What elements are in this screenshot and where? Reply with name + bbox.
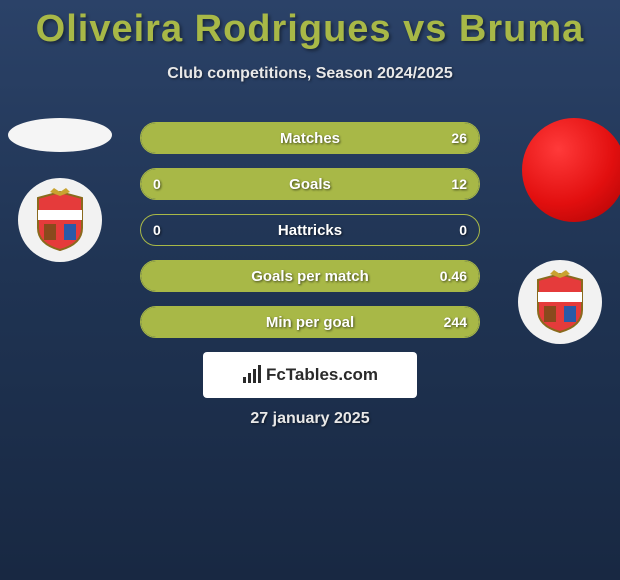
stat-label: Matches: [280, 130, 340, 147]
stat-value-right: 0.46: [440, 268, 467, 284]
stat-value-right: 26: [451, 130, 467, 146]
stat-value-left: 0: [153, 222, 161, 238]
stat-bar: Goals per match 0.46: [140, 260, 480, 292]
stat-label: Min per goal: [266, 314, 354, 331]
stat-bar: Matches 26: [140, 122, 480, 154]
club-crest-right-icon: [532, 270, 588, 334]
stats-container: Matches 26 Goals 0 12 Hattricks 0 0 Goals per ma…: [140, 122, 480, 352]
player-photo-right: [522, 118, 620, 222]
player-photo-left: [8, 118, 112, 152]
stat-label: Hattricks: [278, 222, 342, 239]
stat-value-right: 244: [444, 314, 467, 330]
stat-bar: Goals 0 12: [140, 168, 480, 200]
stat-label: Goals: [289, 176, 331, 193]
club-logo-left: [18, 178, 102, 262]
brand-box[interactable]: FcTables.com: [203, 352, 417, 398]
page-title: Oliveira Rodrigues vs Bruma: [0, 0, 620, 51]
stat-value-left: 0: [153, 176, 161, 192]
stat-bar: Hattricks 0 0: [140, 214, 480, 246]
date-label: 27 january 2025: [250, 410, 369, 428]
stat-value-right: 12: [451, 176, 467, 192]
stat-bar: Min per goal 244: [140, 306, 480, 338]
stat-value-right: 0: [459, 222, 467, 238]
brand-label: FcTables.com: [266, 365, 378, 385]
stat-label: Goals per match: [251, 268, 369, 285]
club-logo-right: [518, 260, 602, 344]
subtitle: Club competitions, Season 2024/2025: [0, 65, 620, 83]
club-crest-left-icon: [32, 188, 88, 252]
bars-chart-icon: [242, 365, 262, 385]
